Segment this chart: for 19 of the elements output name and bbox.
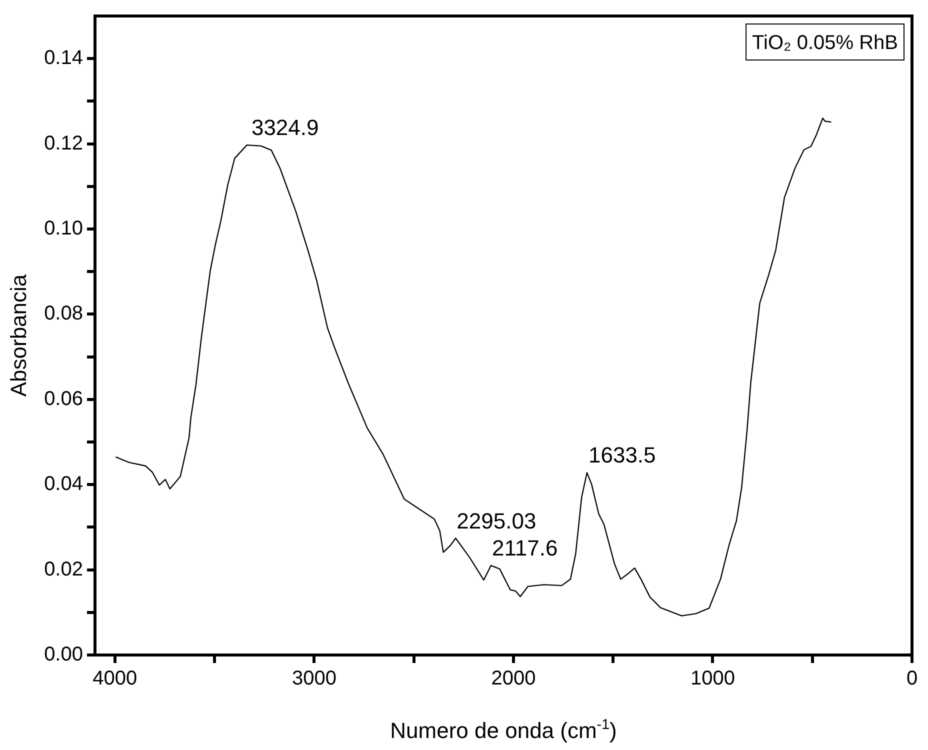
y-axis-title: Absorbancia bbox=[6, 274, 31, 397]
x-tick-label: 4000 bbox=[92, 668, 138, 690]
annotation: 3324.9 bbox=[251, 115, 319, 140]
annotation: 2117.6 bbox=[492, 536, 558, 561]
y-tick-label: 0.14 bbox=[44, 47, 83, 70]
y-tick-label: 0.06 bbox=[44, 388, 83, 410]
annotation: 2295.03 bbox=[456, 508, 536, 534]
x-tick-label: 2000 bbox=[491, 668, 536, 690]
y-tick-label: 0.08 bbox=[44, 302, 83, 325]
y-tick-label: 0.10 bbox=[44, 218, 83, 240]
x-tick-label: 3000 bbox=[292, 668, 336, 690]
x-tick-label: 1000 bbox=[690, 668, 735, 690]
x-tick-label: 0 bbox=[906, 668, 918, 690]
y-tick-label: 0.02 bbox=[44, 558, 83, 580]
annotation: 1633.5 bbox=[588, 442, 656, 468]
y-tick-label: 0.12 bbox=[44, 132, 83, 154]
text: TiO₂ 0.05% RhB bbox=[752, 32, 898, 54]
y-tick-label: 0.00 bbox=[44, 644, 83, 666]
y-tick-label: 0.04 bbox=[44, 473, 83, 496]
